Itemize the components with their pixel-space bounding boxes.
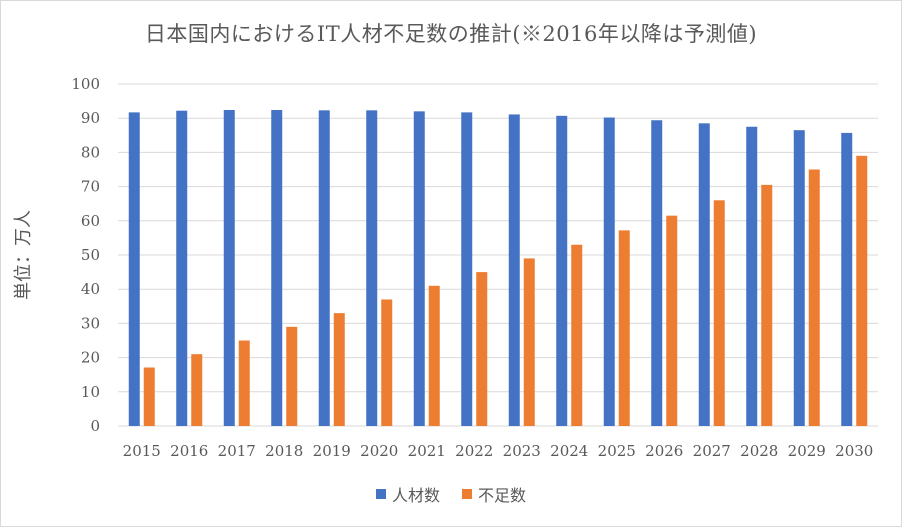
y-tick-label: 60 xyxy=(81,212,100,230)
bar-series-1 xyxy=(176,110,188,427)
bar-series-1 xyxy=(413,111,425,427)
y-tick-label: 80 xyxy=(81,143,100,161)
x-tick-label: 2017 xyxy=(218,442,256,460)
x-tick-label: 2024 xyxy=(550,442,588,460)
x-tick-label: 2025 xyxy=(598,442,636,460)
bar-series-2 xyxy=(523,258,535,426)
bar-series-1 xyxy=(461,112,473,427)
x-tick-label: 2019 xyxy=(313,442,351,460)
legend: 人材数 不足数 xyxy=(0,482,902,506)
y-tick-label: 100 xyxy=(71,75,100,93)
x-tick-label: 2020 xyxy=(360,442,398,460)
legend-label-series-1: 人材数 xyxy=(391,486,440,505)
bar-series-2 xyxy=(333,313,345,426)
bar-series-1 xyxy=(651,120,663,426)
bars xyxy=(128,109,868,427)
y-tick-label: 0 xyxy=(90,417,100,435)
y-tick-labels: 0 10 20 30 40 50 60 70 80 90 100 xyxy=(71,75,100,435)
bar-series-2 xyxy=(713,200,725,426)
x-tick-label: 2021 xyxy=(408,442,446,460)
bar-series-1 xyxy=(223,109,235,426)
bar-series-1 xyxy=(271,109,283,426)
bar-series-2 xyxy=(286,326,298,426)
bar-series-1 xyxy=(318,110,330,427)
bar-series-2 xyxy=(666,215,678,426)
y-tick-label: 70 xyxy=(81,178,100,196)
bar-series-1 xyxy=(793,130,805,427)
x-tick-label: 2016 xyxy=(170,442,208,460)
bar-series-2 xyxy=(618,230,630,426)
bar-series-1 xyxy=(841,132,853,426)
bar-series-2 xyxy=(571,244,583,426)
bar-series-1 xyxy=(366,110,378,427)
y-tick-label: 30 xyxy=(81,314,100,332)
x-tick-label: 2023 xyxy=(503,442,541,460)
x-tick-label: 2022 xyxy=(455,442,493,460)
bar-series-1 xyxy=(746,126,758,426)
chart-title: 日本国内におけるIT人材不足数の推計(※2016年以降は予測値) xyxy=(144,22,758,46)
bar-series-2 xyxy=(238,340,250,426)
y-tick-label: 50 xyxy=(81,246,100,264)
x-tick-label: 2029 xyxy=(788,442,826,460)
legend-swatch-series-1 xyxy=(375,489,386,499)
bar-series-1 xyxy=(603,117,615,427)
x-tick-label: 2030 xyxy=(835,442,873,460)
legend-label-series-2: 不足数 xyxy=(478,486,527,505)
bar-series-2 xyxy=(191,354,203,426)
x-tick-label: 2015 xyxy=(123,442,161,460)
bar-series-1 xyxy=(556,115,568,426)
x-tick-labels: 2015 2016 2017 2018 2019 2020 2021 2022 2023 2024… xyxy=(123,442,874,460)
bar-series-2 xyxy=(381,299,393,426)
bar-series-1 xyxy=(508,114,520,427)
bar-series-1 xyxy=(698,123,710,426)
bar-series-2 xyxy=(808,169,820,426)
bar-series-1 xyxy=(128,112,140,427)
y-tick-label: 40 xyxy=(81,280,100,298)
bar-series-2 xyxy=(428,285,440,426)
x-tick-label: 2028 xyxy=(740,442,778,460)
bar-series-2 xyxy=(856,155,868,426)
y-tick-label: 90 xyxy=(81,109,100,127)
x-tick-label: 2027 xyxy=(693,442,731,460)
x-tick-label: 2018 xyxy=(265,442,303,460)
y-tick-label: 20 xyxy=(81,349,100,367)
x-tick-label: 2026 xyxy=(645,442,683,460)
legend-item-series-2: 不足数 xyxy=(462,482,526,506)
legend-item-series-1: 人材数 xyxy=(375,482,440,506)
bar-series-2 xyxy=(143,367,155,426)
y-tick-label: 10 xyxy=(81,383,100,401)
bar-series-2 xyxy=(476,272,488,426)
legend-swatch-series-2 xyxy=(462,489,472,499)
bar-series-2 xyxy=(761,184,773,426)
